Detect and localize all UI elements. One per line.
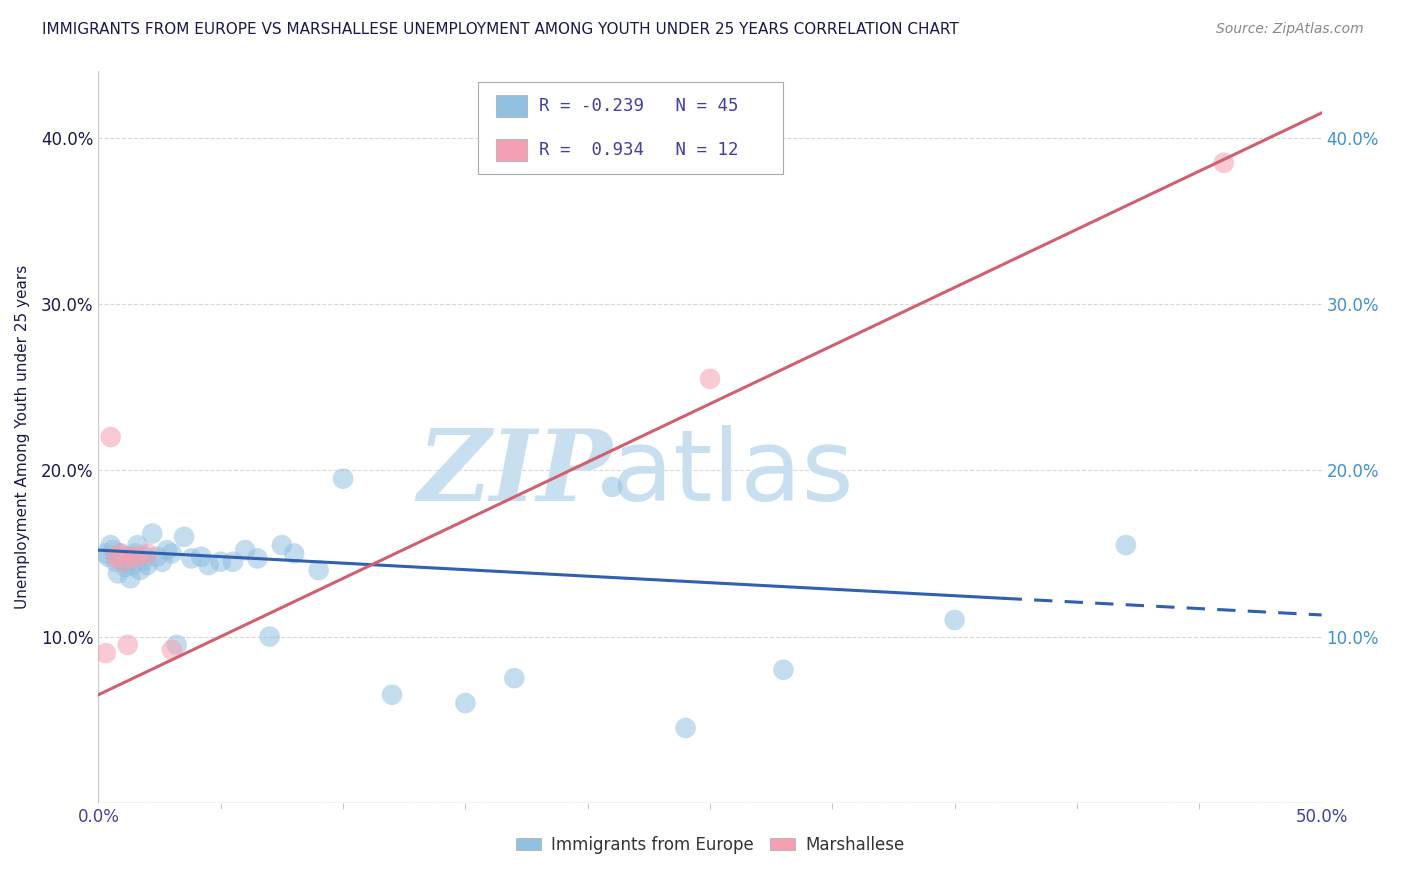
Point [308,563,330,577]
Point [270,538,294,552]
Point [772,663,794,677]
Point [943,613,966,627]
Point [381,688,404,702]
Point [675,721,697,735]
Point [121,549,143,564]
Point [111,555,134,569]
Text: IMMIGRANTS FROM EUROPE VS MARSHALLESE UNEMPLOYMENT AMONG YOUTH UNDER 25 YEARS CO: IMMIGRANTS FROM EUROPE VS MARSHALLESE UN… [42,22,959,37]
Point [100,430,122,444]
Point [107,566,129,581]
Point [131,555,153,569]
Text: R = -0.239   N = 45: R = -0.239 N = 45 [538,97,738,115]
Point [117,638,139,652]
Point [283,546,305,560]
Point [110,546,132,560]
Point [332,472,354,486]
Point [121,558,143,573]
Point [233,543,256,558]
Point [222,555,245,569]
Point [600,480,623,494]
Point [97,549,120,564]
Point [127,538,149,552]
Point [454,696,477,710]
Point [1212,155,1234,169]
Point [141,526,163,541]
Point [114,559,136,574]
Point [104,549,127,564]
Y-axis label: Unemployment Among Youth under 25 years: Unemployment Among Youth under 25 years [15,265,30,609]
Point [136,558,159,573]
Point [104,555,127,569]
Point [699,372,721,386]
Point [111,555,134,569]
Point [110,546,132,560]
Point [120,571,142,585]
Point [156,543,179,558]
FancyBboxPatch shape [478,82,783,174]
Point [150,555,173,569]
Point [94,646,117,660]
Point [94,546,117,560]
Point [101,543,124,558]
Text: Source: ZipAtlas.com: Source: ZipAtlas.com [1216,22,1364,37]
Point [160,546,183,560]
Point [124,546,146,560]
Bar [496,95,526,118]
Point [503,671,526,685]
Point [1115,538,1137,552]
Point [100,538,122,552]
Point [173,530,195,544]
Point [259,630,281,644]
Text: ZIP: ZIP [418,425,612,522]
Bar [496,138,526,161]
Point [117,549,139,564]
Text: atlas: atlas [612,425,853,522]
Text: R =  0.934   N = 12: R = 0.934 N = 12 [538,141,738,159]
Point [209,555,232,569]
Point [190,549,212,564]
Point [160,643,183,657]
Point [166,638,188,652]
Point [146,549,169,564]
Point [246,551,269,566]
Point [127,549,149,564]
Legend: Immigrants from Europe, Marshallese: Immigrants from Europe, Marshallese [509,829,911,860]
Point [180,551,202,566]
Point [136,546,159,560]
Point [197,558,219,573]
Point [134,549,156,564]
Point [129,563,152,577]
